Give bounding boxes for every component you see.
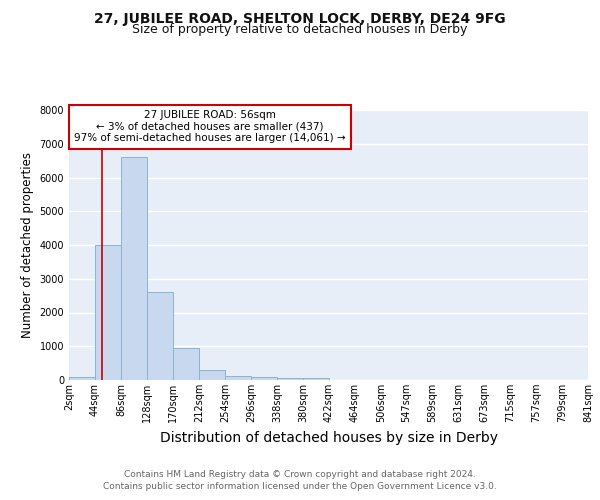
Bar	[121, 157, 147, 380]
Bar	[95, 245, 121, 380]
Bar	[225, 376, 251, 380]
Bar	[199, 370, 225, 380]
Bar	[303, 378, 329, 380]
Bar	[277, 378, 303, 380]
Text: Size of property relative to detached houses in Derby: Size of property relative to detached ho…	[133, 22, 467, 36]
Y-axis label: Number of detached properties: Number of detached properties	[21, 152, 34, 338]
Text: 27, JUBILEE ROAD, SHELTON LOCK, DERBY, DE24 9FG: 27, JUBILEE ROAD, SHELTON LOCK, DERBY, D…	[94, 12, 506, 26]
Bar	[251, 376, 277, 380]
Bar	[147, 292, 173, 380]
Bar	[173, 348, 199, 380]
Text: 27 JUBILEE ROAD: 56sqm
← 3% of detached houses are smaller (437)
97% of semi-det: 27 JUBILEE ROAD: 56sqm ← 3% of detached …	[74, 110, 346, 144]
X-axis label: Distribution of detached houses by size in Derby: Distribution of detached houses by size …	[160, 430, 497, 444]
Text: Contains public sector information licensed under the Open Government Licence v3: Contains public sector information licen…	[103, 482, 497, 491]
Text: Contains HM Land Registry data © Crown copyright and database right 2024.: Contains HM Land Registry data © Crown c…	[124, 470, 476, 479]
Bar	[69, 376, 95, 380]
